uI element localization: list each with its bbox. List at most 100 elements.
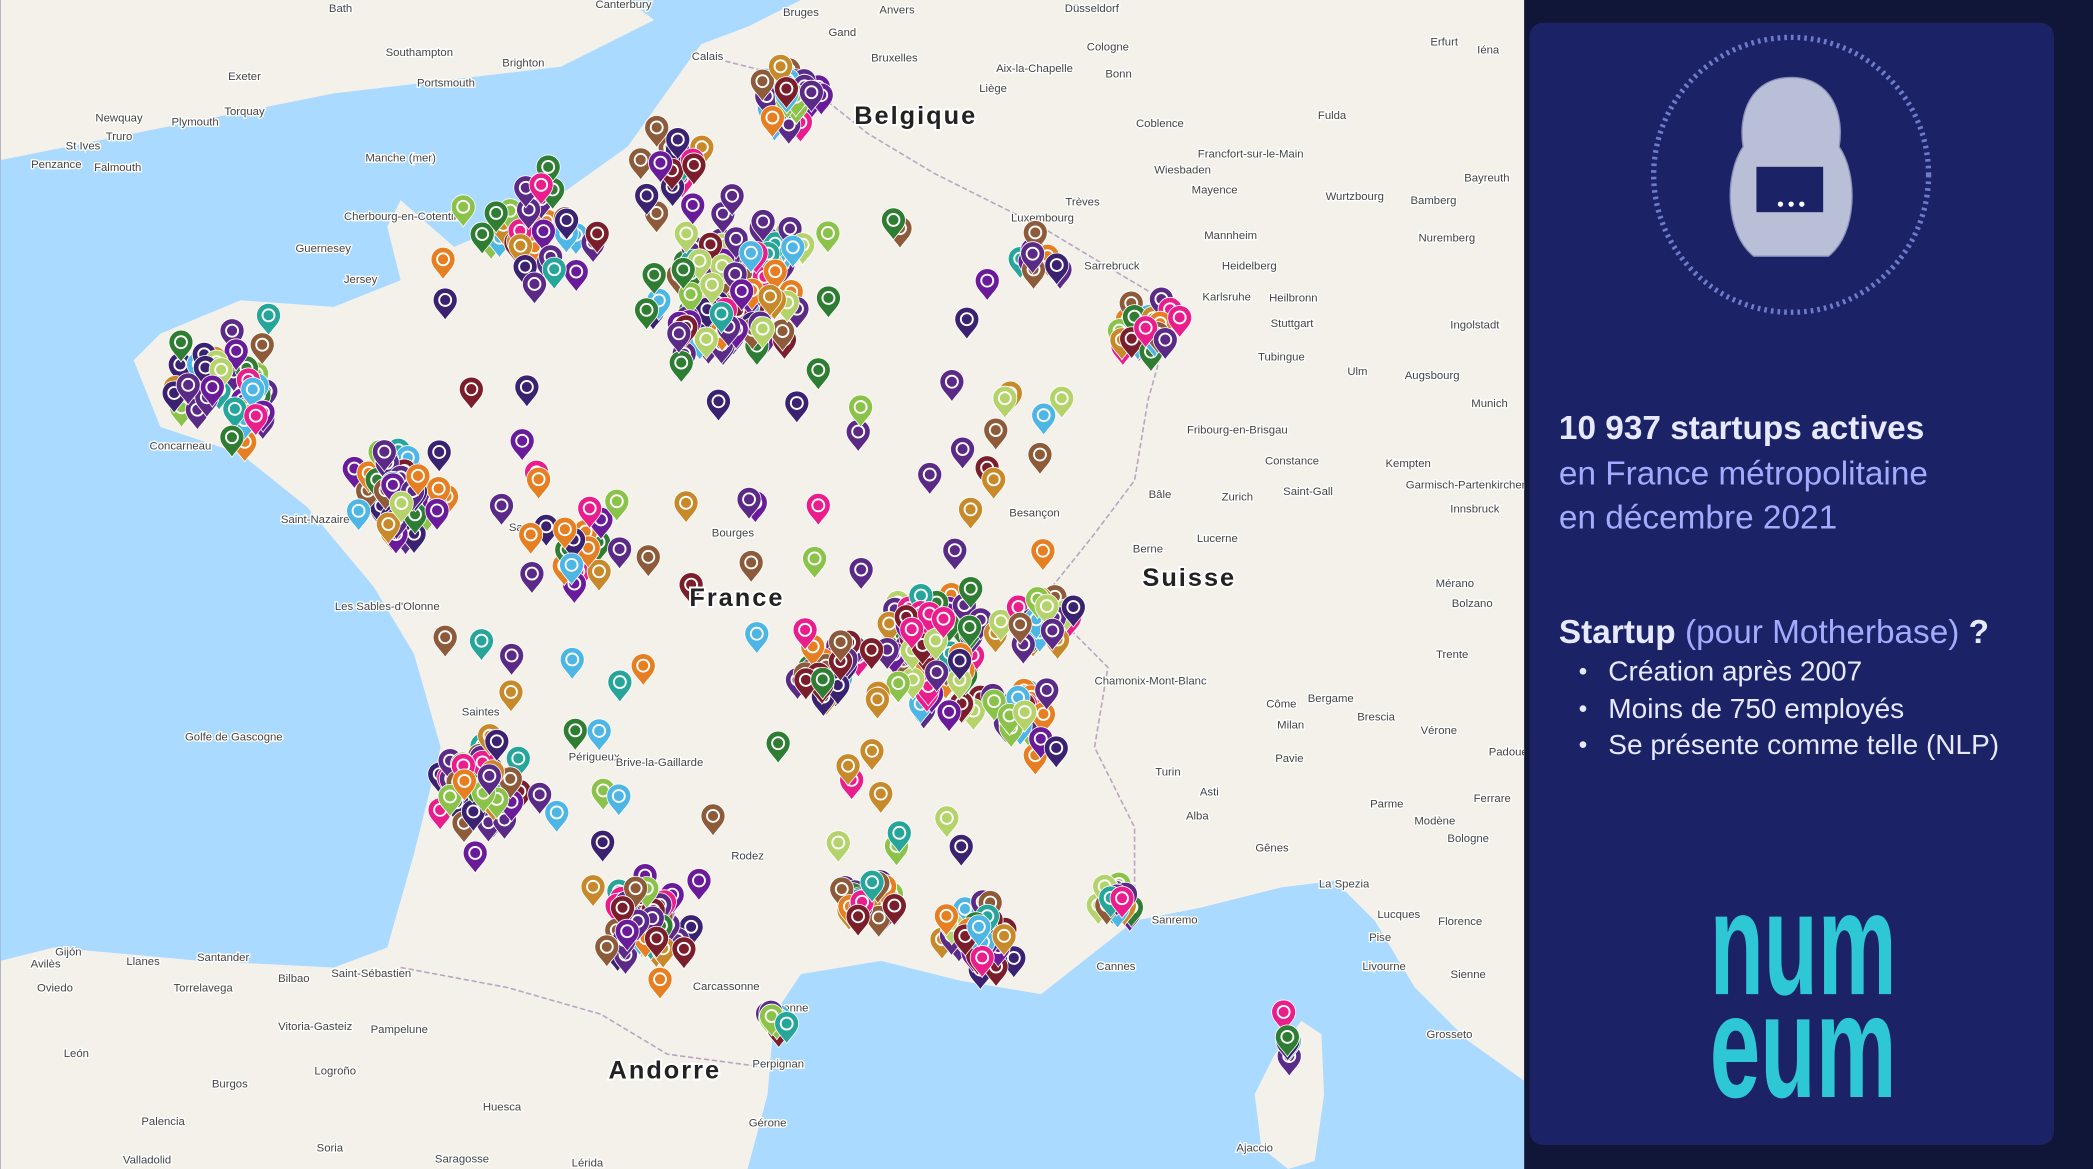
place-label: Grosseto [1427,1029,1473,1041]
map-pin [219,424,245,458]
pin-icon [706,808,720,823]
pin-shape [527,782,553,816]
pin-icon [536,224,551,239]
pin-icon [798,622,813,637]
pin-shape [175,372,201,406]
map-pin [426,439,452,473]
pin-shape [528,172,554,206]
pin-icon [939,810,954,825]
pin-shape [614,918,640,952]
pin-shape [700,803,726,837]
pin-shape [432,287,458,321]
map-pin [942,537,968,571]
place-label: Mannheim [1204,230,1257,242]
place-label: Gijón [55,946,81,958]
pin-shape [762,258,788,292]
map-pin [628,147,654,181]
pin-shape [917,462,943,496]
pin-icon [963,581,978,596]
bullet-list: Création après 2007 Moins de 750 employés… [1579,656,1999,760]
pin-icon [214,362,229,377]
pin-shape [693,326,719,360]
pin-shape [1030,538,1056,572]
pin-icon [851,424,866,439]
pin-shape [462,840,488,874]
pin-icon [922,467,937,482]
pin-icon [763,289,777,304]
pin-icon [870,692,885,707]
pin-shape [476,763,502,797]
pin-icon [432,445,447,459]
place-label: Calais [692,51,724,63]
place-label: Ferrare [1474,793,1511,805]
place-label: Chamonix-Mont-Blanc [1095,676,1207,688]
pin-icon [394,496,409,511]
pin-icon [779,1016,794,1031]
place-label: Golfe de Gascogne [185,732,283,744]
corsica [1254,1020,1325,1169]
map: Bath Canterbury Bruges Anvers Düsseldorf Erfu… [0,0,1529,1169]
map-pin [848,394,874,428]
pin-icon [547,262,562,277]
pin-icon [639,302,654,317]
pin-icon [684,919,699,934]
pin-icon [438,630,453,645]
map-pin [881,893,907,927]
pin-icon [891,676,906,691]
place-label: Karlsruhe [1202,291,1250,303]
map-pin [666,320,692,355]
map-pin [1044,252,1070,286]
pin-shape [738,550,764,584]
logo-top: num [1710,862,1897,1026]
pin-icon [474,633,489,648]
place-label: Modène [1414,816,1455,828]
place-label: Guernesey [296,243,352,255]
pin-shape [405,463,431,497]
pin-icon [582,501,597,516]
map-pin [957,614,982,648]
map-pin [527,782,553,816]
map-pin [577,495,603,530]
pin-icon [565,652,580,667]
pin-icon [549,805,564,820]
pin-shape [1031,402,1057,436]
pin-shape [957,614,982,648]
map-pin [750,209,776,243]
startup-pins [161,53,1302,1077]
pin-icon [586,879,600,894]
place-label: Les Sables-d'Olonne [335,601,440,613]
pin-icon [725,188,740,203]
map-pin [499,643,525,677]
pin-shape [590,829,616,863]
place-label: Ajaccio [1236,1143,1273,1155]
place-label: Torrelavega [174,983,234,995]
pin-icon [515,433,530,448]
place-label: Oviedo [37,983,73,995]
pin-shape [498,679,524,713]
headline: 10 937 startups actives [1559,410,1924,447]
pin-icon [904,622,919,637]
pin-shape [249,332,275,366]
pin-icon [955,442,970,456]
pin-icon [494,498,509,513]
pin-icon [225,323,240,338]
place-label: St Ives [66,140,101,152]
map-pin [671,936,697,970]
pin-shape [484,728,510,763]
pin-icon [248,408,263,423]
map-pin [563,259,589,293]
pin-icon [936,611,951,626]
pin-icon [853,400,868,414]
pin-icon [647,267,662,282]
pin-shape [859,637,884,671]
pin-shape [544,800,570,834]
place-label: Soria [317,1143,344,1155]
map-pin [1030,538,1056,572]
pin-icon [779,81,794,96]
pin-icon [489,734,504,749]
pin-icon [464,382,479,397]
country-label: Andorre [609,1056,722,1084]
pin-icon [457,773,472,788]
pin-icon [679,226,694,241]
map-pin [580,874,606,908]
